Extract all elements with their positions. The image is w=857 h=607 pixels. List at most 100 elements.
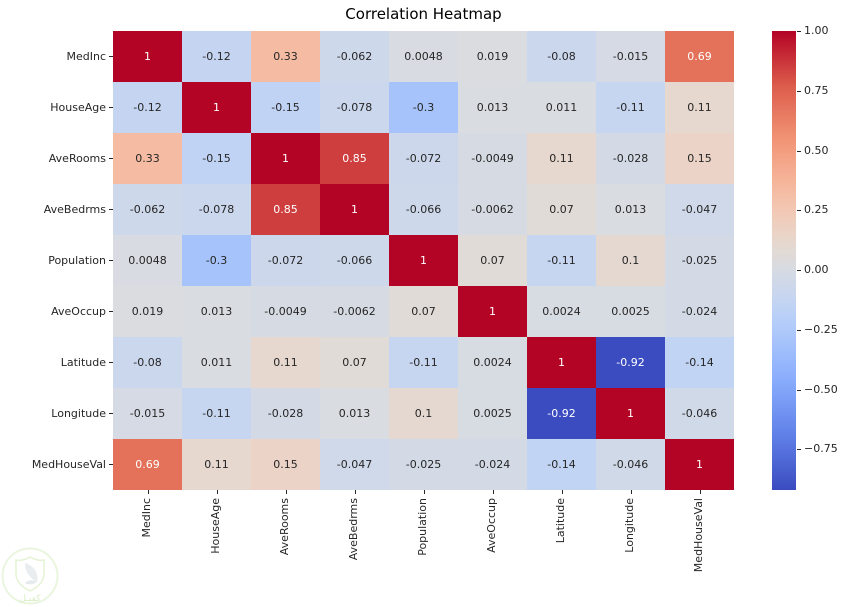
heatmap-cell: 0.85	[320, 133, 389, 184]
heatmap-cell: 1	[182, 82, 251, 133]
heatmap-cell: -0.08	[527, 31, 596, 82]
y-tick-mark	[109, 260, 113, 261]
heatmap-cell: 0.15	[665, 133, 734, 184]
heatmap-cell: -0.08	[113, 337, 182, 388]
x-tick-mark	[147, 490, 149, 494]
heatmap-cell: -0.078	[320, 82, 389, 133]
x-tick-label: AveBedrms	[347, 498, 360, 561]
heatmap-cell: 0.11	[182, 439, 251, 490]
heatmap-cell: 0.69	[113, 439, 182, 490]
colorbar-tick-mark	[797, 151, 801, 152]
heatmap-cell: 0.07	[320, 337, 389, 388]
x-tick-mark	[354, 490, 356, 494]
heatmap-cell: 1	[527, 337, 596, 388]
y-tick-mark	[109, 311, 113, 312]
heatmap-cell: 0.15	[251, 439, 320, 490]
colorbar-tick-label: −0.50	[804, 383, 838, 396]
heatmap-cell: 0.0024	[527, 286, 596, 337]
heatmap-cell: -0.072	[389, 133, 458, 184]
heatmap-cell: 1	[665, 439, 734, 490]
y-tick-label: HouseAge	[50, 101, 106, 114]
x-tick-label: HouseAge	[209, 498, 222, 554]
heatmap-cell: 1	[458, 286, 527, 337]
heatmap-cell: -0.11	[596, 82, 665, 133]
heatmap-cell: -0.11	[389, 337, 458, 388]
heatmap-cell: -0.14	[665, 337, 734, 388]
heatmap-cell: -0.028	[596, 133, 665, 184]
heatmap-cell: -0.0049	[251, 286, 320, 337]
heatmap-cell: 0.11	[527, 133, 596, 184]
heatmap-cell: 0.019	[113, 286, 182, 337]
colorbar-tick-mark	[797, 270, 801, 271]
heatmap-cell: 1	[113, 31, 182, 82]
y-tick-label: AveBedrms	[43, 203, 106, 216]
heatmap-cell: -0.15	[182, 133, 251, 184]
colorbar-tick-label: 0.50	[804, 144, 829, 157]
heatmap-cell: -0.047	[665, 184, 734, 235]
heatmap-cell: -0.078	[182, 184, 251, 235]
watermark-leaf-icon	[25, 563, 38, 582]
heatmap-cell: -0.024	[665, 286, 734, 337]
watermark-circle	[1, 547, 59, 605]
x-tick-label: MedInc	[140, 498, 153, 538]
y-tick-label: Population	[48, 254, 106, 267]
heatmap-cell: -0.072	[251, 235, 320, 286]
heatmap-cell: -0.062	[113, 184, 182, 235]
heatmap-cell: -0.12	[182, 31, 251, 82]
watermark-shield-icon	[15, 556, 45, 592]
x-tick-label: Population	[416, 498, 429, 556]
heatmap-cell: 0.69	[665, 31, 734, 82]
heatmap-cell: -0.066	[389, 184, 458, 235]
x-tick-label: Latitude	[554, 498, 567, 544]
heatmap-cell: -0.047	[320, 439, 389, 490]
heatmap-cell: 1	[389, 235, 458, 286]
x-tick-mark	[285, 490, 287, 494]
heatmap-cell: 0.0048	[113, 235, 182, 286]
x-tick-mark	[699, 490, 701, 494]
heatmap-cell: -0.0062	[458, 184, 527, 235]
heatmap-cell: 0.07	[458, 235, 527, 286]
watermark-logo: كفيـل	[1, 547, 59, 605]
colorbar-tick-mark	[797, 330, 801, 331]
y-tick-mark	[109, 362, 113, 363]
heatmap-cell: -0.046	[596, 439, 665, 490]
watermark-leaf-icon	[25, 580, 37, 585]
colorbar-tick-label: 0.75	[804, 84, 829, 97]
heatmap-cell: -0.15	[251, 82, 320, 133]
heatmap-cell: 0.1	[596, 235, 665, 286]
heatmap-cell: 0.011	[527, 82, 596, 133]
y-tick-label: MedHouseVal	[31, 458, 106, 471]
colorbar-tick-label: 0.00	[804, 263, 829, 276]
colorbar-tick-mark	[797, 210, 801, 211]
heatmap-cell: 1	[596, 388, 665, 439]
heatmap-cell: 0.1	[389, 388, 458, 439]
heatmap-cell: 1	[320, 184, 389, 235]
heatmap-cell: -0.0049	[458, 133, 527, 184]
colorbar-tick-mark	[797, 449, 801, 450]
y-tick-label: Longitude	[51, 407, 106, 420]
heatmap-cell: 0.0024	[458, 337, 527, 388]
heatmap-cell: 0.013	[458, 82, 527, 133]
y-tick-mark	[109, 209, 113, 210]
y-tick-label: AveOccup	[51, 305, 106, 318]
watermark-text: كفيـل	[19, 594, 41, 604]
y-tick-mark	[109, 464, 113, 465]
heatmap-cell: -0.028	[251, 388, 320, 439]
heatmap-cell: 0.11	[665, 82, 734, 133]
heatmap-cell: 0.013	[182, 286, 251, 337]
heatmap-cell: 0.85	[251, 184, 320, 235]
heatmap-cell: 0.33	[251, 31, 320, 82]
heatmap-cell: 0.11	[251, 337, 320, 388]
heatmap-cell: -0.92	[596, 337, 665, 388]
heatmap-cell: -0.066	[320, 235, 389, 286]
heatmap-cell: -0.025	[389, 439, 458, 490]
heatmap-cell: -0.11	[182, 388, 251, 439]
y-tick-label: MedInc	[66, 50, 106, 63]
heatmap-cell: -0.12	[113, 82, 182, 133]
heatmap-cell: -0.14	[527, 439, 596, 490]
heatmap-cell: -0.11	[527, 235, 596, 286]
y-tick-mark	[109, 413, 113, 414]
colorbar-tick-mark	[797, 91, 801, 92]
y-tick-mark	[109, 158, 113, 159]
colorbar-tick-mark	[797, 390, 801, 391]
